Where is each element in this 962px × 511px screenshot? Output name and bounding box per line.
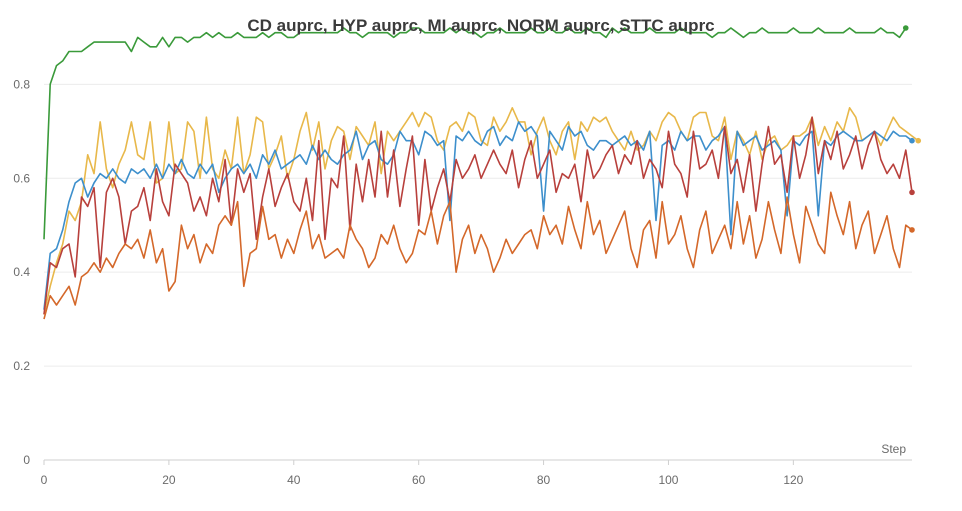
series-end-point-4 <box>909 227 915 233</box>
series-line-3 <box>43 116 913 315</box>
x-tick-label: 20 <box>162 473 176 487</box>
y-tick-label: 0.2 <box>13 359 30 373</box>
y-tick-label: 0.4 <box>13 265 30 279</box>
series-line-4 <box>43 191 913 320</box>
y-tick-label: 0.8 <box>13 77 30 91</box>
series-line-2 <box>43 121 913 310</box>
x-tick-label: 0 <box>41 473 48 487</box>
x-tick-label: 100 <box>658 473 678 487</box>
series-line-0 <box>43 27 907 240</box>
y-tick-label: 0.6 <box>13 171 30 185</box>
series-end-point-0 <box>902 25 909 31</box>
series-end-point-3 <box>909 189 915 196</box>
series-end-point-1 <box>915 137 922 144</box>
x-tick-label: 60 <box>412 473 426 487</box>
series-end-point-2 <box>909 137 915 144</box>
x-tick-label: 80 <box>537 473 551 487</box>
x-tick-label: 40 <box>287 473 301 487</box>
axes <box>43 459 912 465</box>
series-line-1 <box>43 107 919 315</box>
x-tick-label: 120 <box>783 473 803 487</box>
tick-labels: 0 0.2 0.4 0.6 0.8 0 20 40 60 80 100 120 <box>13 77 803 487</box>
y-tick-label: 0 <box>23 453 30 467</box>
chart-title: CD auprc, HYP auprc, MI auprc, NORM aupr… <box>247 16 715 35</box>
series-lines <box>43 25 922 320</box>
x-axis-label: Step <box>881 442 906 456</box>
gridlines <box>44 83 912 367</box>
